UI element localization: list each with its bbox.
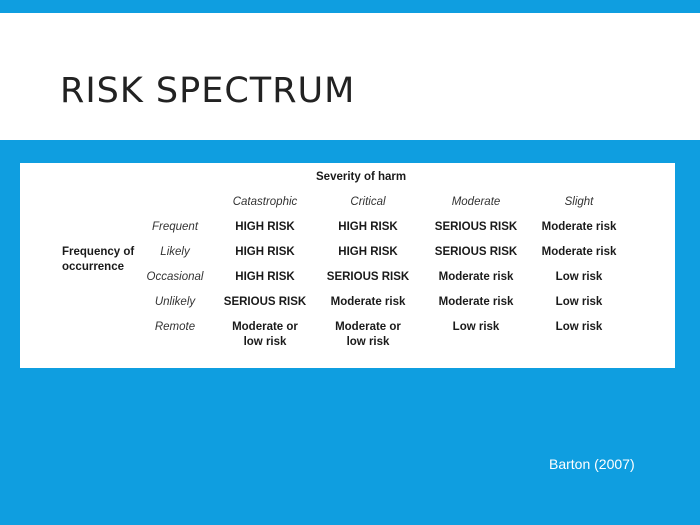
row-label-occasional: Occasional: [146, 271, 204, 283]
risk-cell: HIGH RISK: [210, 220, 320, 235]
risk-cell-text: HIGH RISK: [338, 221, 398, 233]
slide-title: RISK SPECTRUM: [60, 71, 356, 111]
risk-cell-text: Moderate risk: [330, 296, 406, 308]
risk-cell-text: Low risk: [452, 321, 500, 333]
risk-cell: SERIOUS RISK: [210, 295, 320, 310]
risk-cell-text: Moderate or: [335, 321, 401, 333]
row-label-likely: Likely: [160, 246, 190, 258]
risk-cell-text: HIGH RISK: [338, 246, 398, 258]
risk-cell-text: SERIOUS RISK: [434, 221, 518, 233]
risk-cell: HIGH RISK: [210, 245, 320, 260]
column-header-slight: Slight: [564, 196, 594, 208]
column-header-moderate: Moderate: [451, 196, 501, 208]
row-label-unlikely: Unlikely: [154, 296, 196, 308]
risk-cell: Moderate risk: [421, 270, 531, 285]
risk-cell-text: Moderate risk: [438, 271, 514, 283]
risk-cell: Low risk: [524, 295, 634, 310]
risk-cell: Moderate risk: [524, 220, 634, 235]
risk-cell-text: HIGH RISK: [235, 246, 295, 258]
risk-cell: SERIOUS RISK: [313, 270, 423, 285]
risk-cell-text: Moderate or: [232, 321, 298, 333]
risk-cell: SERIOUS RISK: [421, 220, 531, 235]
column-header-catastrophic: Catastrophic: [232, 196, 298, 208]
risk-cell: HIGH RISK: [313, 245, 423, 260]
risk-cell: Low risk: [524, 270, 634, 285]
risk-cell-text: HIGH RISK: [235, 271, 295, 283]
risk-cell: Moderate or low risk: [313, 320, 423, 350]
risk-matrix-panel: Severity of harm Frequency of occurrence…: [20, 163, 675, 368]
risk-cell-text: HIGH RISK: [235, 221, 295, 233]
frequency-axis-label: Frequency of occurrence: [62, 245, 134, 275]
risk-cell-text: low risk: [346, 336, 390, 348]
risk-cell: Moderate risk: [421, 295, 531, 310]
title-band: RISK SPECTRUM: [0, 13, 700, 140]
risk-cell-text: Moderate risk: [541, 246, 617, 258]
risk-cell-text: SERIOUS RISK: [434, 246, 518, 258]
risk-cell-text: low risk: [243, 336, 287, 348]
risk-cell-text: Moderate risk: [541, 221, 617, 233]
risk-cell-text: Low risk: [555, 321, 603, 333]
risk-cell: Moderate risk: [313, 295, 423, 310]
column-header-critical: Critical: [350, 196, 386, 208]
frequency-axis-label-line2: occurrence: [62, 261, 125, 273]
risk-cell-text: SERIOUS RISK: [326, 271, 410, 283]
risk-cell: SERIOUS RISK: [421, 245, 531, 260]
frequency-axis-label-line1: Frequency of: [62, 246, 135, 258]
risk-cell-text: Low risk: [555, 296, 603, 308]
citation: Barton (2007): [549, 456, 635, 472]
risk-cell: HIGH RISK: [313, 220, 423, 235]
risk-cell: Low risk: [524, 320, 634, 335]
severity-axis-label: Severity of harm: [316, 171, 407, 183]
risk-cell: Low risk: [421, 320, 531, 335]
risk-cell-text: SERIOUS RISK: [223, 296, 307, 308]
top-accent-stripe: [0, 0, 700, 13]
risk-cell: HIGH RISK: [210, 270, 320, 285]
risk-cell-text: Low risk: [555, 271, 603, 283]
risk-cell: Moderate or low risk: [210, 320, 320, 350]
risk-cell-text: Moderate risk: [438, 296, 514, 308]
risk-cell: Moderate risk: [524, 245, 634, 260]
row-label-frequent: Frequent: [151, 221, 199, 233]
row-label-remote: Remote: [154, 321, 196, 333]
